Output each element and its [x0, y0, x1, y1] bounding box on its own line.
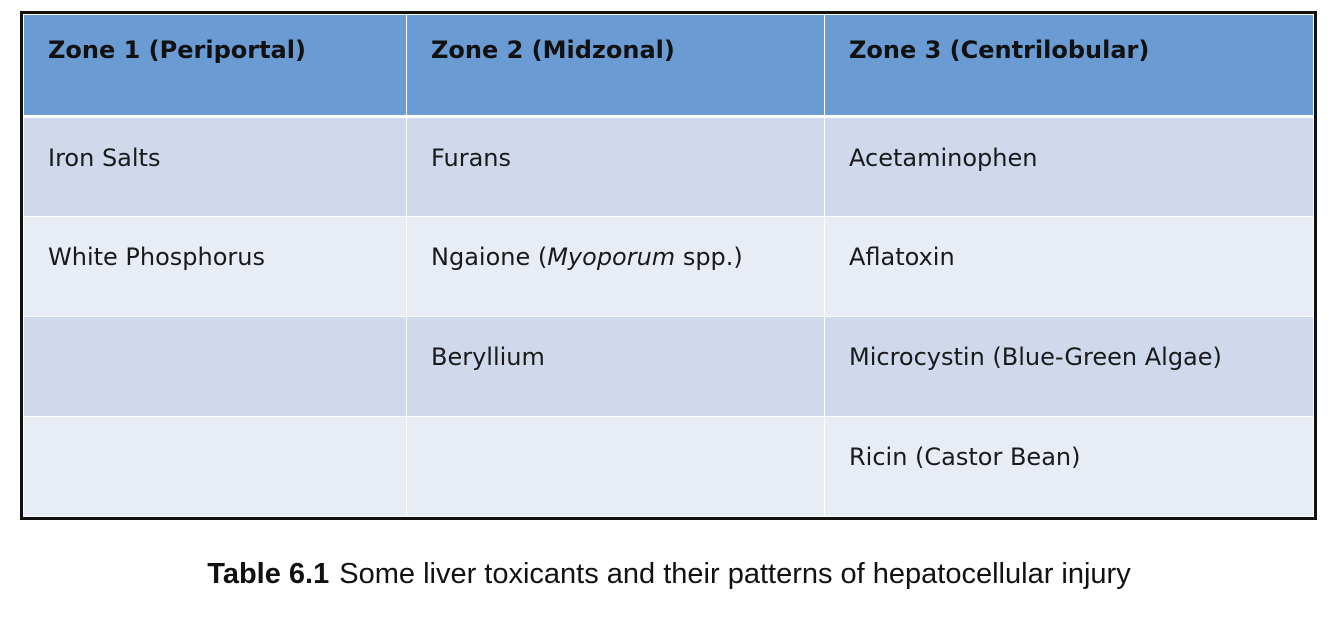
table-cell-ngaione: Ngaione (Myoporum spp.)	[406, 216, 825, 317]
liver-toxicant-table: Zone 1 (Periportal) Zone 2 (Midzonal) Zo…	[23, 14, 1314, 517]
table-row: White Phosphorus Ngaione (Myoporum spp.)…	[23, 216, 1314, 317]
table-cell: Aflatoxin	[824, 216, 1314, 317]
table-row: Iron Salts Furans Acetaminophen	[23, 116, 1314, 217]
table-cell: White Phosphorus	[23, 216, 407, 317]
table-cell: Iron Salts	[23, 116, 407, 217]
table-cell: Microcystin (Blue-Green Algae)	[824, 316, 1314, 417]
ngaione-prefix: Ngaione (	[431, 243, 548, 271]
table-cell-empty	[23, 416, 407, 517]
header-zone-2: Zone 2 (Midzonal)	[406, 14, 825, 118]
table-row: Ricin (Castor Bean)	[23, 416, 1314, 517]
header-zone-1: Zone 1 (Periportal)	[23, 14, 407, 118]
caption-label: Table 6.1	[207, 558, 330, 590]
table-cell: Acetaminophen	[824, 116, 1314, 217]
table-header-row: Zone 1 (Periportal) Zone 2 (Midzonal) Zo…	[23, 14, 1314, 118]
table-cell: Furans	[406, 116, 825, 217]
table-caption: Table 6.1 Some liver toxicants and their …	[0, 558, 1338, 591]
table-cell-empty	[406, 416, 825, 517]
toxicant-table-frame: Zone 1 (Periportal) Zone 2 (Midzonal) Zo…	[20, 11, 1317, 520]
table-cell: Beryllium	[406, 316, 825, 417]
table-cell-empty	[23, 316, 407, 417]
header-zone-3: Zone 3 (Centrilobular)	[824, 14, 1314, 118]
ngaione-genus: Myoporum	[547, 243, 676, 271]
table-cell: Ricin (Castor Bean)	[824, 416, 1314, 517]
ngaione-suffix: spp.)	[675, 243, 743, 271]
caption-text: Some liver toxicants and their patterns …	[339, 558, 1131, 590]
table-row: Beryllium Microcystin (Blue-Green Algae)	[23, 316, 1314, 417]
